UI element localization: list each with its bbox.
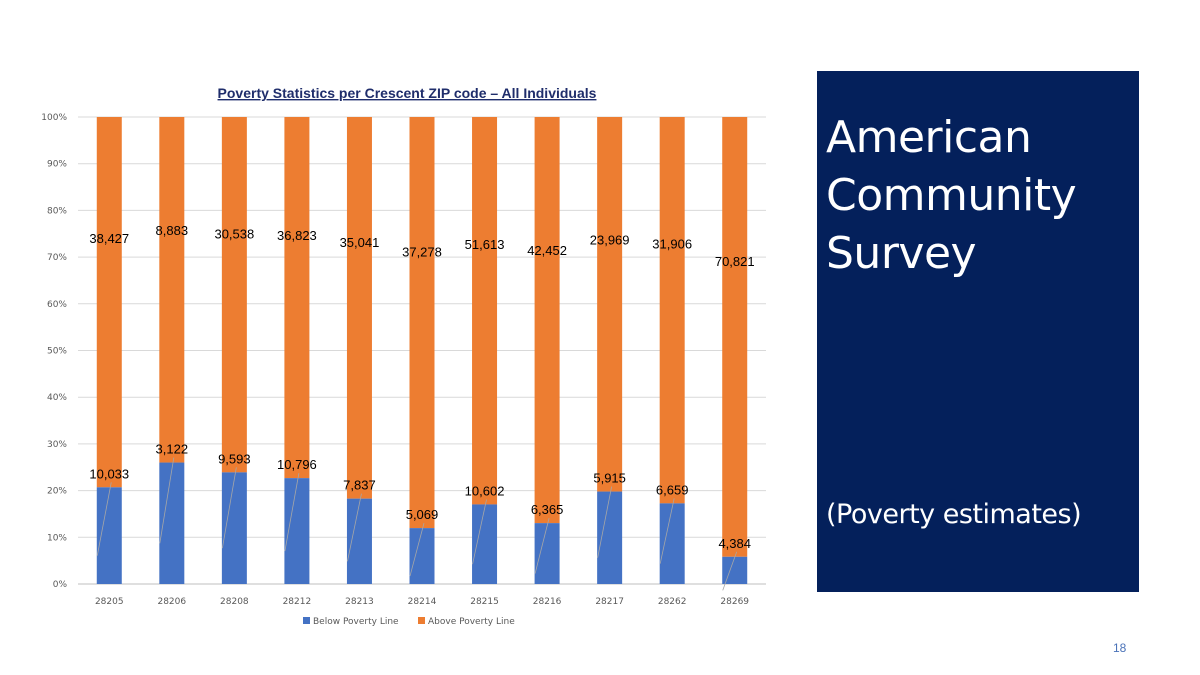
bar-above-poverty: [409, 117, 435, 529]
bar-above-poverty: [346, 117, 372, 499]
legend: Below Poverty Line Above Poverty Line: [303, 617, 515, 627]
data-label-above: 23,969: [590, 233, 630, 248]
slide-subtitle: (Poverty estimates): [826, 499, 1082, 530]
leader-line: [534, 518, 550, 574]
bar-below-poverty: [346, 498, 372, 584]
x-tick-label: 28213: [345, 597, 374, 607]
x-tick-label: 28206: [157, 597, 186, 607]
data-label-below: 4,384: [718, 536, 751, 551]
y-tick-label: 20%: [47, 487, 67, 497]
data-label-above: 38,427: [89, 231, 129, 246]
data-label-above: 70,821: [715, 254, 755, 269]
data-label-below: 10,796: [277, 457, 317, 472]
leader-line: [472, 499, 487, 565]
data-label-below: 10,602: [465, 483, 505, 498]
bar-above-poverty: [534, 117, 560, 524]
x-tick-label: 28208: [220, 597, 249, 607]
leader-line: [159, 457, 175, 544]
data-label-above: 51,613: [465, 237, 505, 252]
y-tick-label: 100%: [41, 113, 67, 123]
data-label-above: 8,883: [156, 223, 189, 238]
y-tick-label: 90%: [47, 160, 67, 170]
data-label-below: 3,122: [156, 442, 189, 457]
legend-swatch: [418, 617, 425, 624]
y-tick-label: 60%: [47, 300, 67, 310]
leader-line: [347, 493, 362, 562]
bar-above-poverty: [472, 117, 498, 505]
bar-below-poverty: [722, 556, 748, 584]
legend-label: Above Poverty Line: [428, 617, 515, 627]
y-tick-label: 70%: [47, 253, 67, 263]
chart-title: Poverty Statistics per Crescent ZIP code…: [218, 85, 597, 101]
bar-above-poverty: [96, 117, 122, 488]
y-tick-label: 40%: [47, 393, 67, 403]
y-tick-label: 30%: [47, 440, 67, 450]
y-tick-label: 0%: [53, 580, 68, 590]
bar-above-poverty: [659, 117, 685, 504]
slide-title: American Community Survey: [826, 112, 1077, 279]
leader-line: [409, 522, 425, 577]
data-label-above: 37,278: [402, 245, 442, 260]
bar-below-poverty: [597, 491, 623, 584]
bar-below-poverty: [534, 523, 560, 584]
legend-swatch: [303, 617, 310, 624]
x-tick-label: 28217: [595, 597, 624, 607]
data-label-below: 5,069: [406, 507, 439, 522]
leader-line: [284, 473, 300, 552]
y-axis-ticks: 0% 10% 20% 30% 40% 50% 60% 70% 80% 90% 100%: [41, 113, 67, 590]
x-tick-label: 28269: [720, 597, 749, 607]
leader-line: [597, 486, 613, 558]
bars: [96, 117, 748, 584]
leader-line: [96, 482, 112, 556]
bar-below-poverty: [659, 503, 685, 584]
data-label-above: 35,041: [340, 235, 380, 250]
leader-line: [722, 551, 738, 591]
data-label-below: 6,365: [531, 502, 564, 517]
data-labels: 38,427 10,033 8,883 3,122 30,538 9,593 36,823 1…: [89, 223, 754, 551]
data-label-above: 42,452: [527, 243, 567, 258]
bar-above-poverty: [284, 117, 310, 479]
data-label-below: 9,593: [218, 451, 251, 466]
bar-below-poverty: [472, 504, 498, 584]
data-label-above: 31,906: [652, 236, 692, 251]
bar-below-poverty: [96, 487, 122, 584]
bar-above-poverty: [221, 117, 247, 473]
leader-line: [221, 467, 237, 549]
data-label-below: 10,033: [89, 466, 129, 481]
bar-above-poverty: [159, 117, 185, 463]
bar-above-poverty: [722, 117, 748, 557]
y-tick-label: 10%: [47, 533, 67, 543]
x-tick-label: 28216: [533, 597, 562, 607]
page-number: 18: [1113, 641, 1127, 655]
poverty-chart: Poverty Statistics per Crescent ZIP code…: [41, 85, 766, 627]
legend-label: Below Poverty Line: [313, 617, 399, 627]
x-tick-label: 28212: [283, 597, 312, 607]
x-axis-ticks: 28205 28206 28208 28212 28213 28214 28215 28216…: [95, 597, 749, 607]
data-label-below: 5,915: [593, 471, 626, 486]
x-tick-label: 28215: [470, 597, 499, 607]
title-panel: American Community Survey (Poverty estim…: [817, 71, 1139, 592]
bar-above-poverty: [597, 117, 623, 492]
x-tick-label: 28205: [95, 597, 124, 607]
y-tick-label: 50%: [47, 347, 67, 357]
x-tick-label: 28214: [408, 597, 437, 607]
data-label-below: 7,837: [343, 478, 376, 493]
leader-line: [659, 498, 675, 564]
bar-below-poverty: [409, 528, 435, 584]
leader-lines: [96, 457, 738, 591]
y-tick-label: 80%: [47, 206, 67, 216]
x-tick-label: 28262: [658, 597, 687, 607]
data-label-below: 6,659: [656, 482, 689, 497]
data-label-above: 30,538: [214, 226, 254, 241]
data-label-above: 36,823: [277, 228, 317, 243]
